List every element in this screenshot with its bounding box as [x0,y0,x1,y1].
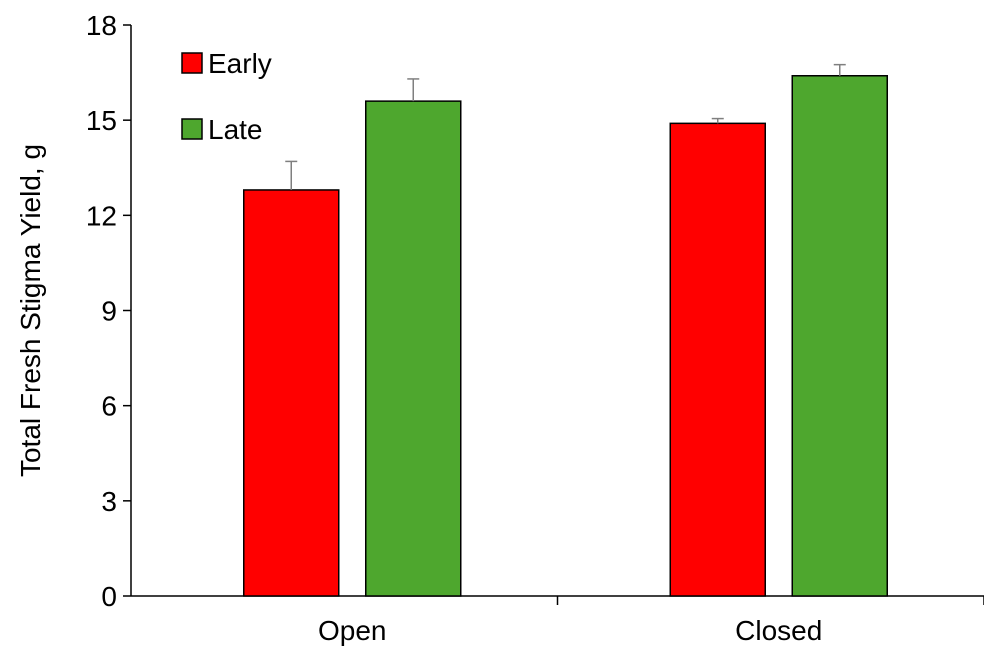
y-axis-title: Total Fresh Stigma Yield, g [15,144,46,477]
y-ticks: 0 3 6 9 12 15 18 [86,10,131,612]
bar-early-open [243,189,340,597]
y-tick-label: 0 [101,581,117,612]
bar-early-closed [669,122,766,597]
legend-swatch-late [181,118,203,140]
legend-swatch-early [181,52,203,74]
axes: 0 3 6 9 12 15 18 Open Closed [86,10,984,646]
y-tick-label: 15 [86,105,117,136]
x-category-label: Open [318,615,387,646]
legend: Early Late [181,48,272,145]
y-tick-label: 9 [101,296,117,327]
y-tick-label: 12 [86,200,117,231]
legend-label-late: Late [208,114,263,145]
legend-label-early: Early [208,48,272,79]
error-bars [285,63,846,190]
bar-late-closed [791,75,888,597]
y-tick-label: 6 [101,391,117,422]
bars [243,75,888,597]
y-tick-label: 18 [86,10,117,41]
x-ticks: Open Closed [318,596,984,646]
x-category-label: Closed [735,615,822,646]
bar-late-open [365,100,462,597]
y-tick-label: 3 [101,486,117,517]
